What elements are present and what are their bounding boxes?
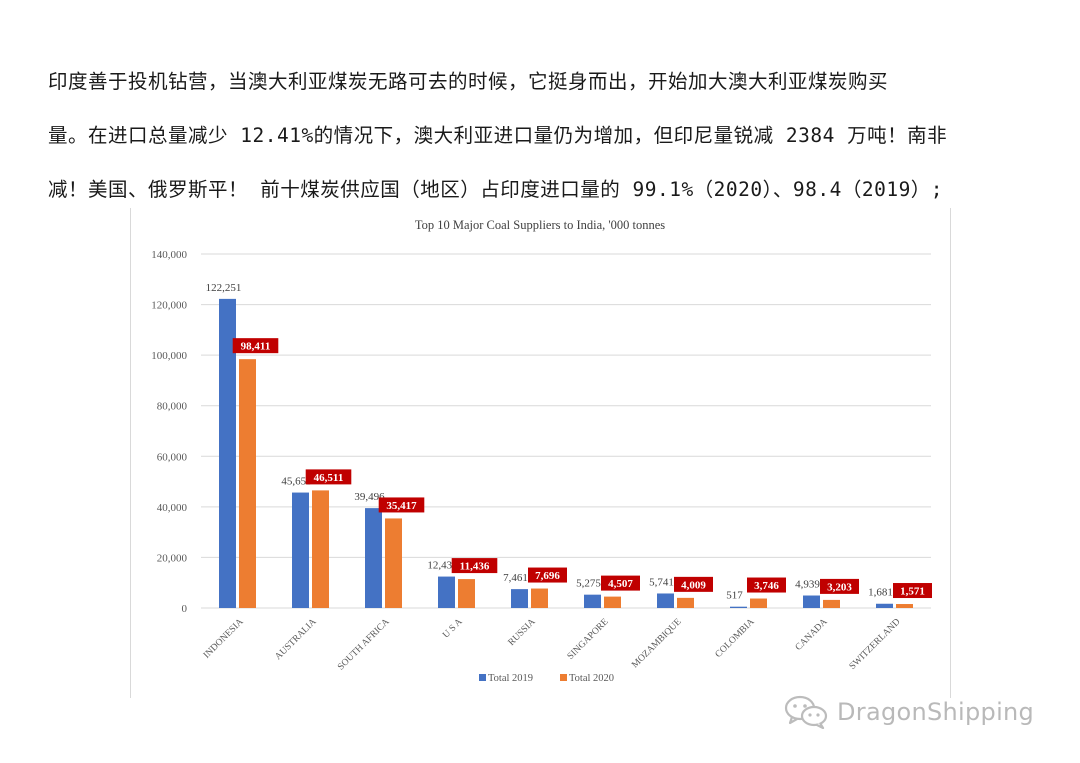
wechat-icon [784, 695, 828, 729]
x-tick-label: INDONESIA [202, 617, 246, 661]
data-label: 12,430 [427, 560, 458, 572]
chart-panel: Top 10 Major Coal Suppliers to India, '0… [130, 208, 951, 698]
chart-title: Top 10 Major Coal Suppliers to India, '0… [415, 218, 665, 232]
x-tick-label: SINGAPORE [566, 617, 611, 662]
x-tick-label: U S A [441, 617, 465, 641]
bar [312, 490, 329, 608]
legend-swatch [560, 674, 567, 681]
y-tick-label: 60,000 [157, 451, 188, 463]
legend-label: Total 2019 [488, 673, 533, 684]
legend-label: Total 2020 [569, 673, 614, 684]
data-label: 517 [726, 590, 743, 602]
data-label: 35,417 [386, 500, 417, 512]
data-label-box [601, 575, 640, 591]
data-label: 122,251 [206, 282, 242, 294]
x-tick-label: COLOMBIA [714, 617, 757, 660]
data-label: 4,009 [681, 579, 706, 591]
bar-chart: Top 10 Major Coal Suppliers to India, '0… [151, 218, 932, 684]
bar [730, 606, 747, 608]
data-label: 98,411 [241, 341, 271, 353]
bar [219, 298, 236, 608]
data-label-box [528, 567, 567, 583]
bar [677, 597, 694, 608]
watermark: DragonShipping [783, 692, 1034, 732]
bar [823, 599, 840, 608]
x-tick-label: CANADA [794, 617, 830, 653]
data-label: 46,511 [314, 472, 344, 484]
bar [239, 359, 256, 608]
paragraph-line: 印度善于投机钻营，当澳大利亚煤炭无路可去的时候，它挺身而出，开始加大澳大利亚煤炭… [48, 70, 889, 93]
bar [365, 508, 382, 608]
y-tick-label: 120,000 [151, 300, 187, 312]
paragraph-line: 量。在进口总量减少 12.41%的情况下，澳大利亚进口量仍为增加，但印尼量锐减 … [48, 124, 948, 147]
bar [584, 594, 601, 608]
data-label-box [674, 576, 713, 592]
gridlines [201, 253, 931, 609]
y-tick-label: 20,000 [157, 552, 188, 564]
y-tick-label: 0 [182, 603, 188, 615]
bar [657, 593, 674, 608]
y-tick-label: 140,000 [151, 249, 187, 261]
paragraph-line: 减！美国、俄罗斯平！ 前十煤炭供应国（地区）占印度进口量的 99.1%（2020… [48, 178, 944, 201]
bar [292, 492, 309, 608]
data-label: 4,507 [608, 578, 633, 590]
data-label: 7,696 [535, 570, 560, 582]
bar [458, 579, 475, 608]
data-label-box [378, 497, 425, 513]
legend: Total 2019 Total 2020 [479, 673, 614, 684]
bar [511, 589, 528, 608]
data-label-box [747, 577, 786, 593]
bar [876, 603, 893, 608]
data-label: 7,461 [503, 572, 528, 584]
bar [531, 588, 548, 608]
bar [803, 595, 820, 608]
intro-paragraph: 印度善于投机钻营，当澳大利亚煤炭无路可去的时候，它挺身而出，开始加大澳大利亚煤炭… [48, 55, 1048, 217]
y-tick-label: 80,000 [157, 401, 188, 413]
data-label: 45,655 [281, 476, 312, 488]
watermark-text: DragonShipping [837, 698, 1035, 726]
x-tick-label: SOUTH AFRICA [336, 617, 392, 673]
data-label-box [893, 583, 932, 599]
data-label-box [820, 578, 859, 594]
data-label: 5,275 [576, 578, 601, 590]
data-label: 1,681 [868, 587, 893, 599]
x-tick-label: AUSTRALIA [273, 617, 318, 662]
bar [896, 604, 913, 608]
x-tick-label: MOZAMBIQUE [630, 617, 683, 670]
data-label: 1,571 [900, 586, 925, 598]
data-label: 5,741 [649, 576, 674, 588]
data-label: 3,203 [827, 581, 852, 593]
data-label: 3,746 [754, 580, 779, 592]
data-label: 39,496 [354, 491, 385, 503]
data-label-box [305, 469, 352, 485]
data-label-box [232, 338, 279, 354]
y-tick-label: 100,000 [151, 350, 187, 362]
x-tick-label: RUSSIA [507, 617, 538, 648]
x-axis: INDONESIA AUSTRALIA SOUTH AFRICA U S A RUSSI… [202, 617, 903, 673]
bar [385, 518, 402, 608]
y-axis: 0 20,000 40,000 60,000 80,000 100,000 120,000 1… [151, 249, 187, 615]
bar [750, 598, 767, 608]
y-tick-label: 40,000 [157, 502, 188, 514]
x-tick-label: SWITZERLAND [848, 617, 903, 672]
data-label-box [451, 558, 498, 574]
legend-swatch [479, 674, 486, 681]
bar [604, 596, 621, 608]
bar [438, 576, 455, 608]
data-label: 4,939 [795, 579, 820, 591]
data-label: 11,436 [460, 561, 490, 573]
